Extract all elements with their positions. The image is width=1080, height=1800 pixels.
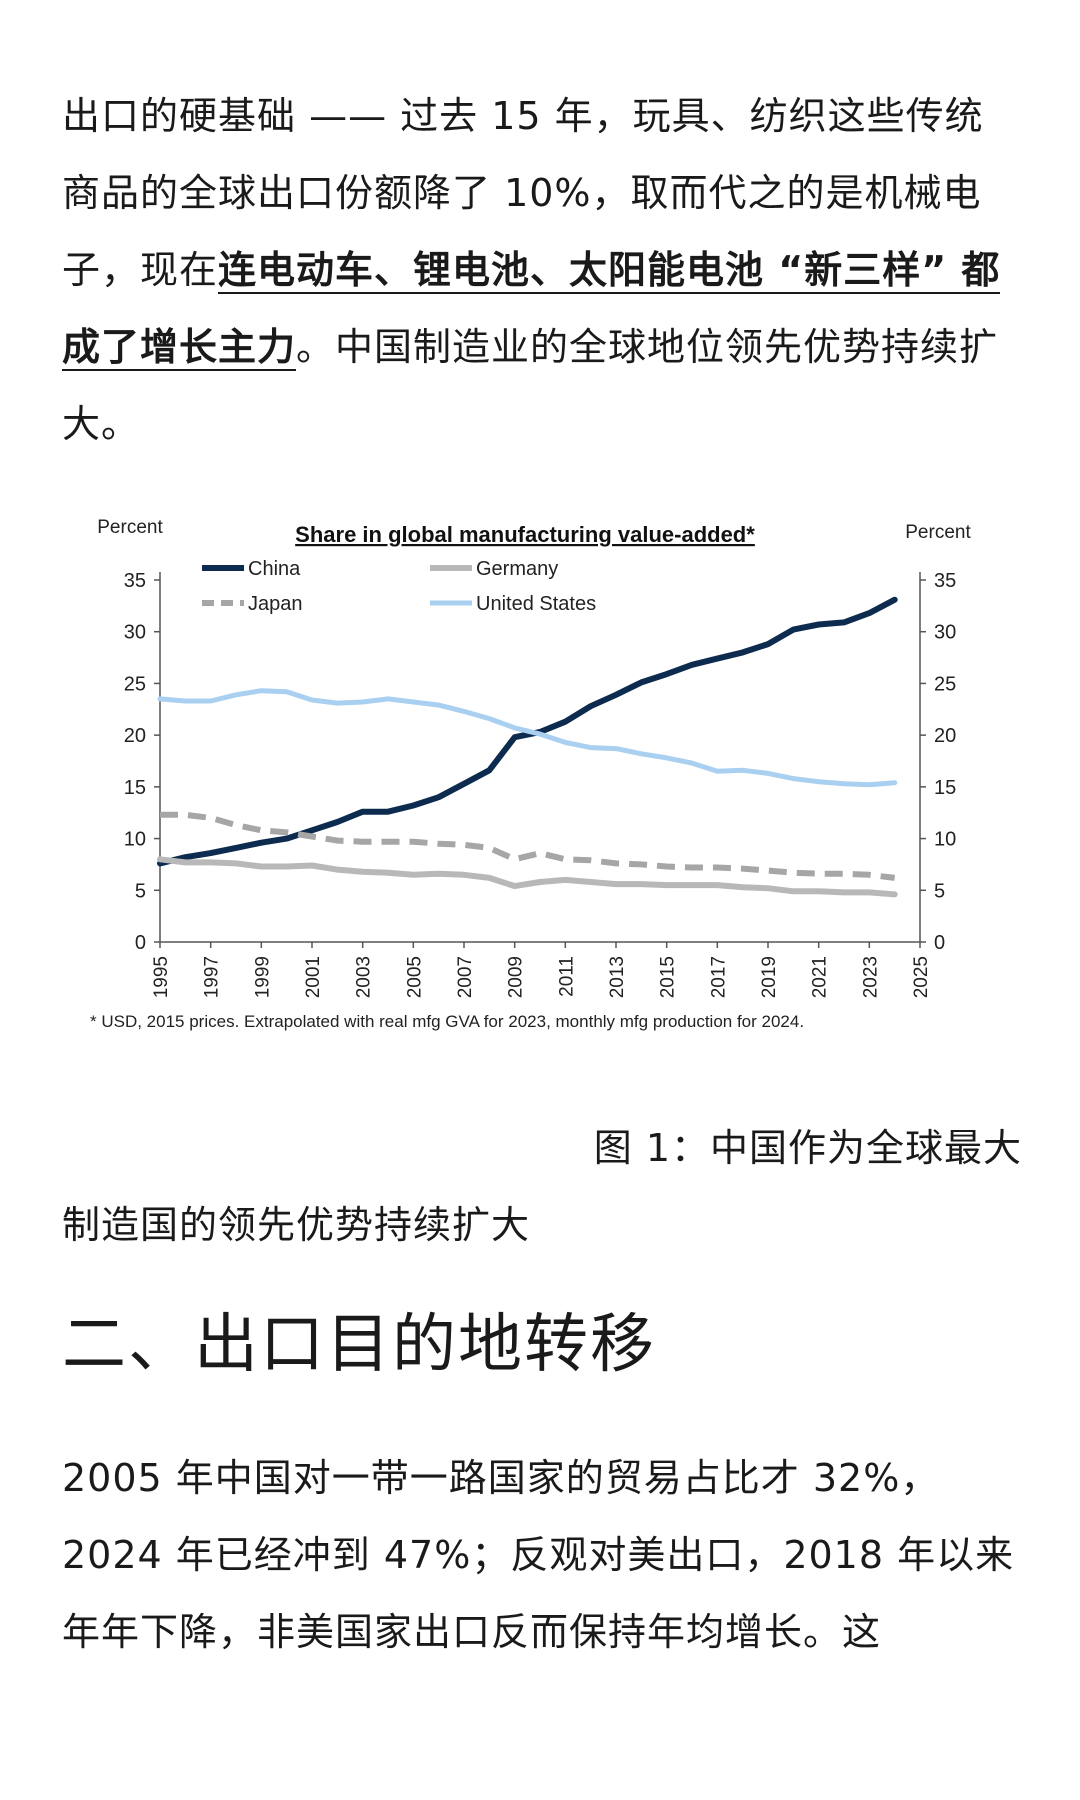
legend-label-united-states: United States	[476, 593, 596, 615]
x-tick-label: 1997	[202, 956, 223, 998]
x-tick-label: 2019	[759, 956, 780, 998]
legend-label-china: China	[248, 558, 301, 580]
x-tick-label: 2011	[556, 956, 577, 997]
y-axis-title-right: Percent	[905, 522, 971, 543]
series-line-china	[157, 596, 898, 867]
y-tick-label-right: 20	[934, 725, 956, 747]
chart-footnote: * USD, 2015 prices. Extrapolated with re…	[90, 1012, 804, 1031]
series-line-germany	[157, 856, 898, 898]
x-tick-label: 2005	[404, 956, 425, 998]
x-tick-label: 2001	[303, 956, 324, 998]
x-tick-label: 2009	[506, 956, 527, 998]
x-tick-label: 1999	[252, 956, 273, 998]
y-tick-label-left: 25	[124, 673, 146, 695]
y-axis-title-left: Percent	[97, 517, 163, 538]
section-heading: 二、出口目的地转移	[62, 1308, 656, 1382]
x-tick-label: 2003	[354, 956, 375, 998]
chart-title: Share in global manufacturing value-adde…	[295, 522, 755, 547]
x-tick-label: 1995	[151, 956, 172, 998]
y-tick-label-right: 0	[934, 932, 945, 954]
legend-label-germany: Germany	[476, 558, 558, 580]
x-tick-label: 2025	[911, 956, 932, 998]
intro-text-part2: 。中国制造业的全球地位领先优势持续扩大。	[62, 325, 999, 446]
x-tick-label: 2017	[708, 956, 729, 998]
x-tick-label: 2023	[860, 956, 881, 998]
y-tick-label-left: 30	[124, 622, 146, 644]
y-tick-label-right: 35	[934, 570, 956, 592]
y-tick-label-left: 10	[124, 829, 146, 851]
y-tick-label-right: 25	[934, 673, 956, 695]
y-tick-label-right: 10	[934, 829, 956, 851]
intro-text-part1: 出口的硬基础 —— 过去 15 年，玩具、纺织这些传统商品的全球出口份额降了 1…	[62, 94, 984, 292]
figure-caption-line1: 图 1：中国作为全球最大	[593, 1126, 1022, 1170]
legend-label-japan: Japan	[248, 593, 303, 615]
x-tick-label: 2015	[658, 956, 679, 998]
series-line-united-states	[157, 688, 898, 788]
y-tick-label-left: 0	[135, 932, 146, 954]
body-paragraph: 2005 年中国对一带一路国家的贸易占比才 32%，2024 年已经冲到 47%…	[62, 1456, 1015, 1654]
y-tick-label-right: 5	[934, 880, 945, 902]
manufacturing-share-chart: 0 0 5 5 10 10 15 15 20 20 25 25 30 30 35 35 1995 1997 1999…	[90, 515, 990, 1035]
y-tick-label-left: 15	[124, 777, 146, 799]
x-tick-label: 2013	[607, 956, 628, 998]
x-tick-label: 2007	[455, 956, 476, 998]
figure-caption-line2: 制造国的领先优势持续扩大	[62, 1203, 531, 1247]
intro-paragraph: 出口的硬基础 —— 过去 15 年，玩具、纺织这些传统商品的全球出口份额降了 1…	[62, 78, 1022, 463]
y-tick-label-right: 30	[934, 622, 956, 644]
y-tick-label-right: 15	[934, 777, 956, 799]
y-tick-label-left: 5	[135, 880, 146, 902]
y-tick-label-left: 20	[124, 725, 146, 747]
intro-highlight: 连电动车、锂电池、太阳能电池 “新三样” 都成了增长主力	[62, 248, 1001, 371]
y-tick-label-left: 35	[124, 570, 146, 592]
series-line-japan	[160, 811, 896, 881]
x-tick-label: 2021	[810, 956, 831, 998]
